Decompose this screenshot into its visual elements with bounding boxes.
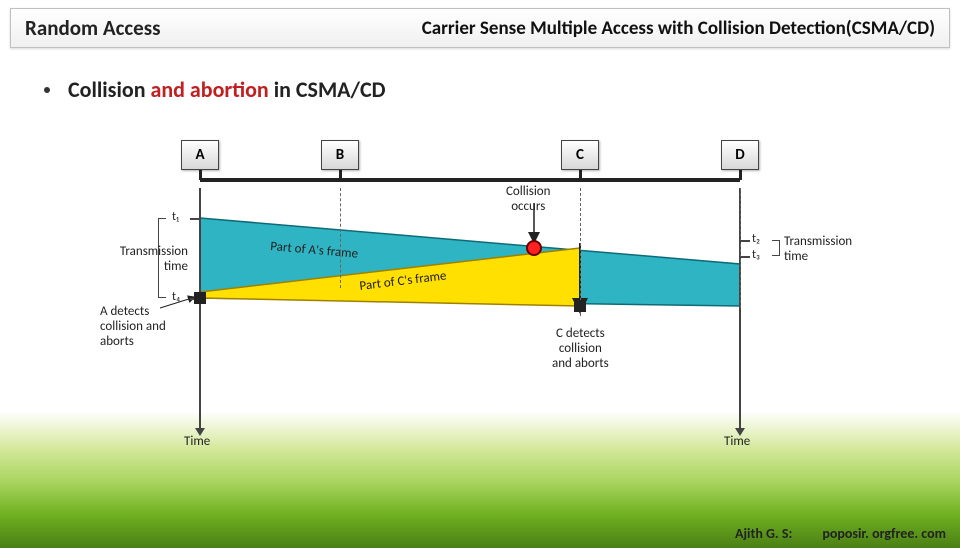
footer-site: poposir. orgfree. com bbox=[822, 525, 946, 542]
header-right: Carrier Sense Multiple Access with Colli… bbox=[174, 11, 949, 46]
event-marker bbox=[194, 292, 206, 304]
bullet-pre: Collision bbox=[68, 76, 150, 103]
collision-label: Collisionoccurs bbox=[506, 184, 551, 214]
abort-label-a: A detectscollision andaborts bbox=[100, 304, 198, 349]
bullet-row: Collision and abortion in CSMA/CD bbox=[44, 76, 960, 103]
timeline-a bbox=[199, 188, 201, 428]
bullet-post: in CSMA/CD bbox=[269, 76, 386, 103]
time-label-d: Time bbox=[724, 434, 750, 449]
slide-footer: Ajith G. S: poposir. orgfree. com bbox=[735, 525, 946, 542]
tick-label: t₁ bbox=[172, 210, 179, 224]
slide-header: Random Access Carrier Sense Multiple Acc… bbox=[10, 8, 950, 48]
tx-time-label-d: Transmissiontime bbox=[784, 234, 852, 264]
event-marker bbox=[574, 300, 586, 312]
collision-point-icon bbox=[526, 240, 542, 256]
dashed-line bbox=[580, 188, 581, 316]
time-label-a: Time bbox=[184, 434, 210, 449]
header-left: Random Access bbox=[11, 9, 174, 47]
footer-author: Ajith G. S: bbox=[735, 525, 792, 542]
dashed-line bbox=[740, 188, 741, 308]
dashed-line bbox=[340, 188, 341, 288]
bracket-d bbox=[772, 240, 780, 256]
tick-label: t₄ bbox=[172, 290, 180, 304]
abort-label-c: C detectscollisionand aborts bbox=[552, 326, 609, 371]
tick-label: t₂ bbox=[752, 232, 760, 246]
tick-label: t₃ bbox=[752, 248, 760, 262]
tx-time-label-a: Transmissiontime bbox=[100, 244, 188, 274]
bullet-dot-icon bbox=[44, 87, 50, 93]
csma-cd-diagram: ABCDPart of A's framePart of C's framet₁… bbox=[100, 148, 860, 478]
bullet-text: Collision and abortion in CSMA/CD bbox=[68, 76, 385, 103]
bullet-highlight: and abortion bbox=[150, 76, 268, 103]
frame-svg: Part of A's framePart of C's frame bbox=[100, 148, 860, 478]
